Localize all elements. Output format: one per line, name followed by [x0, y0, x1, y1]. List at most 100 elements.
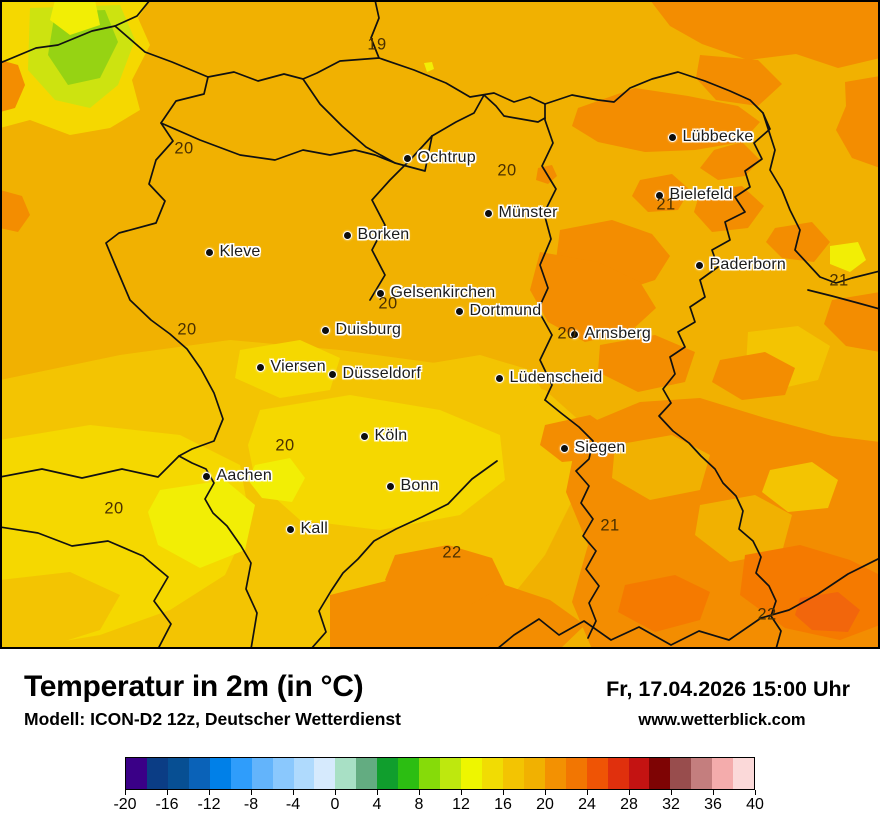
city-marker-siegen: Siegen — [559, 439, 626, 457]
city-dot-icon — [255, 362, 265, 372]
colorbar-tick-label: -8 — [243, 796, 259, 813]
colorbar-tick-label: 28 — [620, 796, 638, 813]
city-marker-bonn: Bonn — [385, 477, 439, 495]
temp-value-label: 22 — [757, 605, 777, 624]
city-marker-gelsenkirchen: Gelsenkirchen — [375, 284, 496, 302]
colorbar-cell — [293, 758, 315, 789]
colorbar-tick-mark — [419, 790, 420, 795]
city-dot-icon — [694, 260, 704, 270]
temp-value-label: 20 — [275, 436, 295, 455]
colorbar-tick-mark — [671, 790, 672, 795]
temp-value-label: 20 — [557, 324, 577, 343]
city-dot-icon — [559, 443, 569, 453]
city-label: Kleve — [219, 243, 261, 260]
colorbar-cell — [733, 758, 755, 789]
city-label: Lübbecke — [682, 128, 754, 145]
colorbar-cell — [712, 758, 734, 789]
colorbar-cell — [481, 758, 503, 789]
colorbar-cell — [461, 758, 482, 789]
city-label: Bielefeld — [669, 186, 733, 203]
colorbar-cell — [167, 758, 189, 789]
city-marker-lüdenscheid: Lüdenscheid — [494, 369, 603, 387]
colorbar-tick-mark — [587, 790, 588, 795]
temp-value-label: 21 — [656, 195, 676, 214]
colorbar-cell — [670, 758, 692, 789]
colorbar-tick-label: -4 — [285, 796, 301, 813]
colorbar-cell — [146, 758, 168, 789]
colorbar-cell — [209, 758, 231, 789]
colorbar-cell — [586, 758, 608, 789]
colorbar-cell — [649, 758, 671, 789]
city-dot-icon — [201, 471, 211, 481]
colorbar-tick-mark — [629, 790, 630, 795]
city-dot-icon — [667, 132, 677, 142]
city-label: Münster — [498, 204, 558, 221]
temperature-map: Ochtrup Lübbecke Münster Bielefeld Borken Kle… — [0, 0, 880, 649]
colorbar-tick-mark — [335, 790, 336, 795]
colorbar-tick-mark — [503, 790, 504, 795]
colorbar-tick-label: 12 — [452, 796, 470, 813]
city-label: Köln — [374, 427, 408, 444]
city-dot-icon — [569, 329, 579, 339]
temp-value-label: 20 — [104, 499, 124, 518]
city-marker-lübbecke: Lübbecke — [667, 128, 754, 146]
colorbar-cell — [544, 758, 566, 789]
colorbar-cell — [440, 758, 461, 789]
city-marker-dortmund: Dortmund — [454, 302, 542, 320]
colorbar-cell — [230, 758, 252, 789]
colorbar-cell — [607, 758, 629, 789]
temp-value-label: 22 — [442, 543, 462, 562]
colorbar-tick-mark — [713, 790, 714, 795]
city-label: Duisburg — [335, 321, 402, 338]
colorbar-tick-label: 16 — [494, 796, 512, 813]
city-label: Gelsenkirchen — [390, 284, 496, 301]
colorbar-tick-label: 4 — [372, 796, 382, 813]
colorbar-cell — [502, 758, 524, 789]
city-marker-düsseldorf: Düsseldorf — [327, 365, 421, 383]
city-label: Kall — [300, 520, 328, 537]
temp-value-label: 20 — [497, 161, 517, 180]
city-dot-icon — [320, 325, 330, 335]
city-label: Paderborn — [709, 256, 787, 273]
colorbar-tick-label: -12 — [197, 796, 221, 813]
city-label: Düsseldorf — [342, 365, 421, 382]
colorbar-tick-label: 0 — [330, 796, 340, 813]
map-field — [2, 2, 878, 647]
city-dot-icon — [385, 481, 395, 491]
city-label: Lüdenscheid — [509, 369, 603, 386]
colorbar-cell — [565, 758, 587, 789]
colorbar-cell — [272, 758, 294, 789]
city-dot-icon — [375, 288, 385, 298]
colorbar-tick-mark — [377, 790, 378, 795]
city-marker-kall: Kall — [285, 520, 328, 538]
temp-value-label: 21 — [600, 516, 620, 535]
colorbar-tick-label: 24 — [578, 796, 596, 813]
colorbar-gradient — [125, 757, 755, 790]
city-marker-paderborn: Paderborn — [694, 256, 787, 274]
city-dot-icon — [654, 190, 664, 200]
colorbar-tick-label: 40 — [746, 796, 764, 813]
colorbar-cell — [335, 758, 357, 789]
colorbar-tick-mark — [461, 790, 462, 795]
colorbar-tick-mark — [209, 790, 210, 795]
city-label: Arnsberg — [584, 325, 652, 342]
city-dot-icon — [285, 524, 295, 534]
temp-value-label: 20 — [174, 139, 194, 158]
city-dot-icon — [454, 306, 464, 316]
colorbar-cell — [356, 758, 378, 789]
colorbar-cell — [523, 758, 545, 789]
colorbar-tick-label: 36 — [704, 796, 722, 813]
datetime-label: Fr, 17.04.2026 15:00 Uhr — [606, 677, 850, 701]
city-marker-aachen: Aachen — [201, 467, 272, 485]
city-dot-icon — [402, 153, 412, 163]
city-label: Siegen — [574, 439, 626, 456]
colorbar-cell — [377, 758, 399, 789]
city-label: Borken — [357, 226, 410, 243]
city-label: Aachen — [216, 467, 272, 484]
city-marker-ochtrup: Ochtrup — [402, 149, 476, 167]
city-dot-icon — [483, 208, 493, 218]
temp-value-label: 20 — [378, 294, 398, 313]
city-dot-icon — [494, 373, 504, 383]
colorbar-cell — [251, 758, 273, 789]
